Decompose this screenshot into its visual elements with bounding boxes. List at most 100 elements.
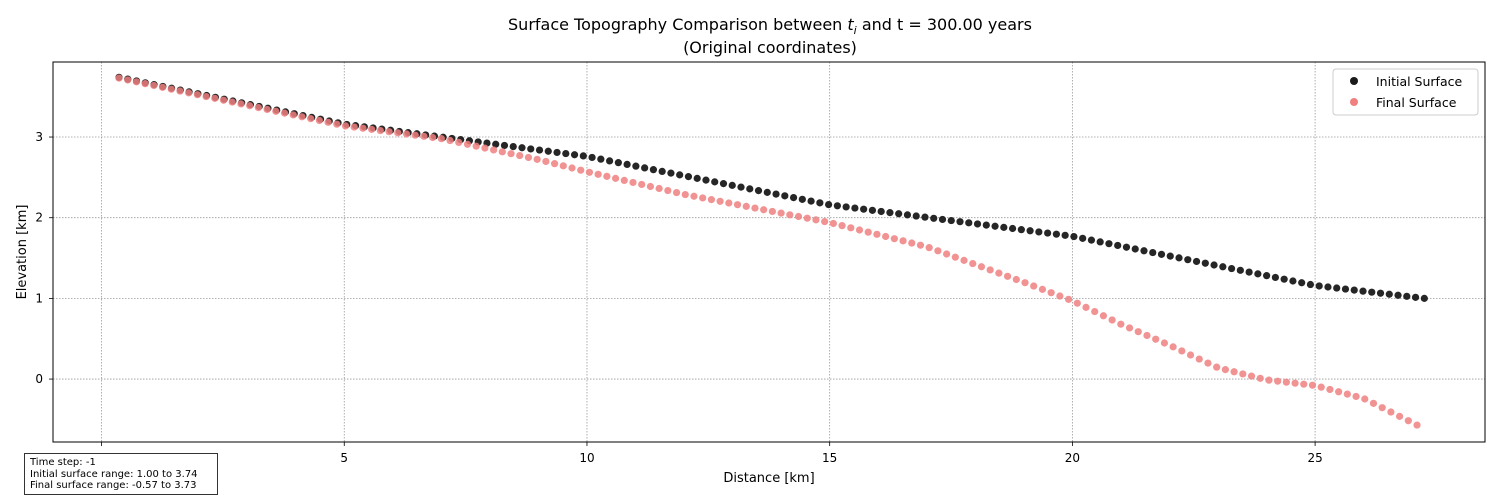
final-surface-point xyxy=(821,217,829,226)
final-surface-point xyxy=(193,91,202,99)
final-surface-point xyxy=(1308,381,1317,389)
final-surface-point xyxy=(1352,392,1360,401)
final-surface-point xyxy=(1326,385,1334,394)
initial-surface-point xyxy=(1210,261,1218,269)
initial-surface-point xyxy=(1052,230,1060,238)
final-surface-point xyxy=(1239,370,1247,378)
initial-surface-point xyxy=(973,220,982,228)
y-tick-label: 2 xyxy=(35,211,43,225)
final-surface-point xyxy=(124,76,132,84)
final-surface-point xyxy=(394,129,402,137)
final-surface-point xyxy=(524,153,533,162)
initial-surface-point xyxy=(1350,286,1358,294)
final-surface-point xyxy=(951,253,959,261)
final-surface-point xyxy=(219,96,228,104)
final-surface-point xyxy=(986,266,994,274)
initial-surface-point xyxy=(1411,293,1420,301)
final-surface-point xyxy=(1387,408,1395,416)
final-surface-point xyxy=(559,162,567,170)
final-surface-point xyxy=(1134,328,1142,336)
final-surface-point xyxy=(873,230,881,238)
initial-surface-point xyxy=(1184,256,1192,264)
final-surface-point xyxy=(455,138,463,147)
final-surface-point xyxy=(437,135,445,143)
initial-surface-point xyxy=(684,173,693,181)
final-surface-point xyxy=(803,214,811,222)
initial-surface-point xyxy=(1394,291,1402,299)
final-surface-point xyxy=(498,148,506,156)
initial-surface-point xyxy=(623,160,631,169)
initial-surface-point xyxy=(1131,245,1139,253)
final-surface-point xyxy=(1073,299,1081,307)
initial-surface-point xyxy=(763,188,771,196)
final-surface-point xyxy=(707,196,716,204)
initial-surface-point xyxy=(1149,248,1157,257)
final-surface-point xyxy=(298,113,306,121)
initial-surface-point xyxy=(895,210,903,218)
x-tick-label: 25 xyxy=(1307,451,1322,465)
final-surface-point xyxy=(115,74,123,82)
y-tick-label: 1 xyxy=(35,291,43,305)
final-surface-point xyxy=(847,224,855,232)
final-surface-point xyxy=(995,269,1003,277)
final-surface-point xyxy=(550,160,559,168)
final-surface-point xyxy=(672,188,681,197)
final-surface-point xyxy=(1021,279,1029,287)
final-surface-point xyxy=(829,219,837,228)
initial-surface-point xyxy=(702,176,710,184)
final-surface-point xyxy=(960,256,968,264)
final-surface-point xyxy=(1125,324,1134,332)
initial-surface-point xyxy=(1122,243,1131,251)
initial-surface-point xyxy=(544,147,552,155)
initial-surface-point xyxy=(509,142,517,151)
final-surface-point xyxy=(368,125,376,133)
final-range-text: Final surface range: -0.57 to 3.73 xyxy=(30,480,197,491)
initial-surface-point xyxy=(1385,290,1393,298)
final-surface-point xyxy=(1221,366,1229,374)
final-surface-point xyxy=(1117,320,1125,328)
initial-surface-point xyxy=(1280,275,1288,283)
final-surface-point xyxy=(568,164,576,172)
initial-surface-point xyxy=(737,183,745,191)
final-surface-point xyxy=(812,216,820,224)
final-surface-point xyxy=(341,122,350,130)
final-surface-point xyxy=(1361,395,1369,403)
initial-surface-point xyxy=(1254,270,1262,278)
initial-surface-point xyxy=(982,221,990,229)
legend-frame xyxy=(1332,68,1479,116)
final-surface-point xyxy=(751,204,759,212)
final-surface-point xyxy=(838,222,846,230)
final-surface-point xyxy=(385,128,393,136)
initial-surface-point xyxy=(1140,247,1148,255)
initial-surface-point xyxy=(1087,236,1096,244)
initial-surface-point xyxy=(886,209,894,217)
initial-surface-point xyxy=(842,203,850,211)
initial-surface-point xyxy=(1420,294,1428,302)
initial-surface-point xyxy=(535,146,544,154)
final-surface-point xyxy=(516,151,524,160)
final-surface-point xyxy=(794,212,803,221)
initial-surface-point xyxy=(1070,232,1078,241)
final-surface-point xyxy=(1091,307,1099,316)
final-surface-point xyxy=(585,168,594,176)
final-surface-point xyxy=(402,130,411,138)
final-surface-point xyxy=(1204,359,1212,367)
initial-surface-point xyxy=(518,144,526,152)
initial-surface-point xyxy=(570,151,579,159)
final-surface-point xyxy=(185,89,193,97)
final-surface-point xyxy=(890,235,898,243)
final-surface-point xyxy=(1335,388,1343,396)
final-surface-point xyxy=(899,237,907,245)
initial-surface-point xyxy=(1201,259,1209,267)
final-surface-point xyxy=(908,239,916,247)
time-step-text: Time step: -1 xyxy=(30,457,96,468)
final-surface-point xyxy=(411,131,419,139)
x-tick-label: 5 xyxy=(340,451,348,465)
final-surface-point xyxy=(916,241,925,249)
final-surface-point xyxy=(333,120,341,128)
final-surface-point xyxy=(141,80,149,88)
initial-surface-point xyxy=(711,178,719,186)
initial-surface-point xyxy=(816,199,824,207)
legend-label-initial: Initial Surface xyxy=(1376,74,1462,89)
final-surface-point xyxy=(1413,421,1421,429)
